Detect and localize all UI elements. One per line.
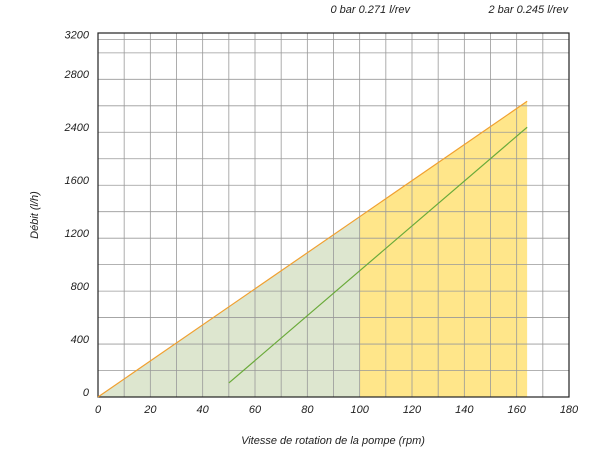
x-tick-label: 180	[560, 404, 579, 416]
y-tick-label: 0	[83, 387, 90, 399]
x-tick-label: 60	[249, 404, 262, 416]
x-tick-label: 80	[301, 404, 314, 416]
y-tick-label: 400	[71, 334, 90, 346]
x-tick-label: 0	[95, 404, 102, 416]
y-tick-label: 1600	[65, 175, 90, 187]
data-line	[97, 100, 528, 398]
x-tick-label: 40	[197, 404, 210, 416]
plot-frame	[97, 32, 570, 398]
x-axis-label: Vitesse de rotation de la pompe (rpm)	[241, 435, 425, 447]
legend-entry: 0 bar 0.271 l/rev	[331, 4, 412, 16]
shaded-region	[359, 101, 528, 398]
y-tick-label: 1200	[65, 228, 90, 240]
x-tick-label: 120	[403, 404, 422, 416]
y-axis-label: Débit (l/h)	[29, 191, 41, 239]
y-tick-label: 3200	[65, 30, 90, 42]
data-line	[228, 126, 528, 384]
x-tick-label: 160	[507, 404, 526, 416]
y-tick-label: 2800	[64, 69, 90, 81]
legend-entry: 2 bar 0.245 l/rev	[488, 4, 570, 16]
y-tick-label: 2400	[64, 122, 90, 134]
x-tick-label: 140	[455, 404, 474, 416]
x-tick-label: 100	[350, 404, 369, 416]
y-tick-label: 800	[71, 281, 90, 293]
x-tick-label: 20	[143, 404, 157, 416]
